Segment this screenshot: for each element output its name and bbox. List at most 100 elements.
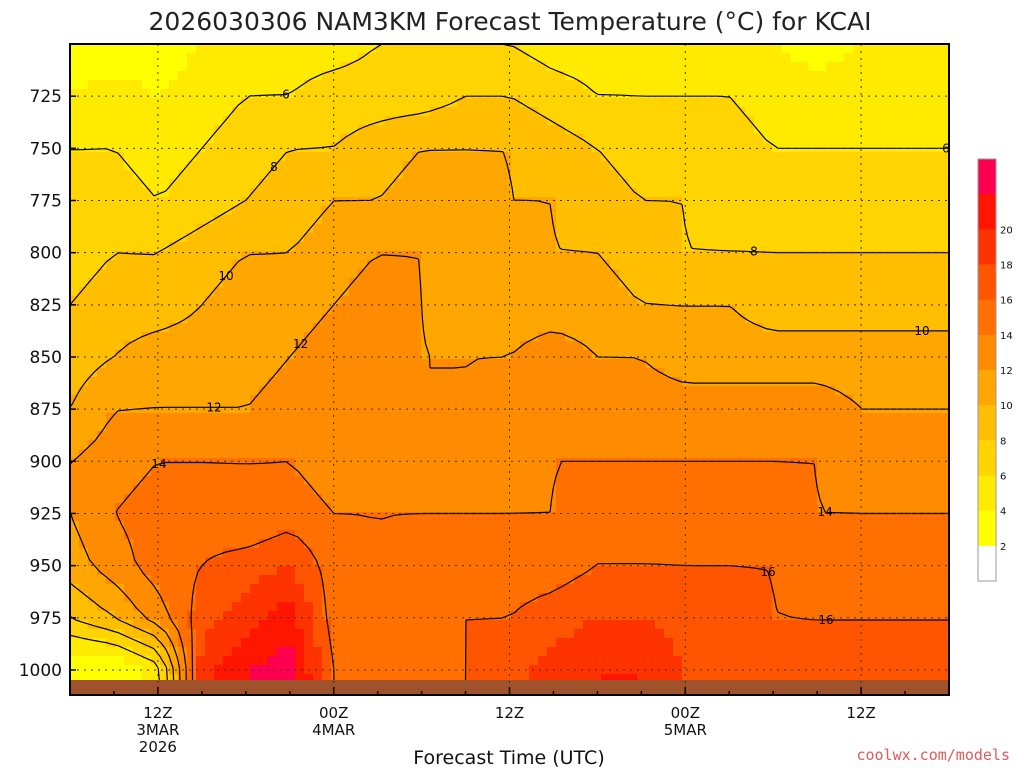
field-cell (385, 431, 395, 441)
field-cell (322, 170, 332, 180)
field-cell (232, 323, 242, 333)
field-cell (610, 449, 620, 459)
field-cell (169, 296, 179, 306)
field-cell (169, 440, 179, 450)
field-cell (547, 233, 557, 243)
field-cell (457, 395, 467, 405)
field-cell (286, 323, 296, 333)
field-cell (844, 494, 854, 504)
field-cell (277, 269, 287, 279)
field-cell (637, 431, 647, 441)
field-cell (169, 188, 179, 198)
field-cell (898, 314, 908, 324)
field-cell (511, 215, 521, 225)
field-cell (736, 440, 746, 450)
field-cell (214, 251, 224, 261)
field-cell (385, 89, 395, 99)
field-cell (412, 467, 422, 477)
field-cell (313, 197, 323, 207)
field-cell (808, 170, 818, 180)
field-cell (700, 197, 710, 207)
field-cell (439, 494, 449, 504)
field-cell (376, 269, 386, 279)
field-cell (637, 278, 647, 288)
field-cell (646, 98, 656, 108)
field-cell (106, 413, 116, 423)
field-cell (862, 233, 872, 243)
field-cell (556, 197, 566, 207)
field-cell (583, 413, 593, 423)
field-cell (160, 224, 170, 234)
field-cell (367, 53, 377, 63)
field-cell (475, 476, 485, 486)
field-cell (205, 350, 215, 360)
field-cell (700, 170, 710, 180)
field-cell (763, 494, 773, 504)
field-cell (934, 395, 944, 405)
field-cell (142, 53, 152, 63)
field-cell (106, 89, 116, 99)
field-cell (187, 44, 197, 54)
field-cell (943, 278, 949, 288)
field-cell (277, 323, 287, 333)
field-cell (880, 467, 890, 477)
field-cell (304, 233, 314, 243)
field-cell (808, 89, 818, 99)
field-cell (349, 206, 359, 216)
field-cell (745, 98, 755, 108)
field-cell (907, 386, 917, 396)
field-cell (889, 188, 899, 198)
field-cell (835, 494, 845, 504)
field-cell (421, 44, 431, 54)
field-cell (547, 368, 557, 378)
field-cell (331, 143, 341, 153)
field-cell (664, 467, 674, 477)
field-cell (79, 233, 89, 243)
field-cell (511, 485, 521, 495)
field-cell (799, 269, 809, 279)
field-cell (556, 278, 566, 288)
field-cell (583, 341, 593, 351)
field-cell (313, 89, 323, 99)
field-cell (934, 341, 944, 351)
field-cell (790, 449, 800, 459)
field-cell (547, 125, 557, 135)
field-cell (142, 44, 152, 54)
field-cell (610, 134, 620, 144)
field-cell (664, 107, 674, 117)
field-cell (196, 71, 206, 81)
field-cell (349, 449, 359, 459)
field-cell (853, 71, 863, 81)
field-cell (367, 323, 377, 333)
field-cell (466, 179, 476, 189)
field-cell (619, 71, 629, 81)
field-cell (457, 215, 467, 225)
field-cell (637, 368, 647, 378)
field-cell (673, 224, 683, 234)
field-cell (349, 485, 359, 495)
field-cell (286, 116, 296, 126)
field-cell (844, 278, 854, 288)
field-cell (313, 179, 323, 189)
field-cell (565, 206, 575, 216)
field-cell (637, 251, 647, 261)
field-cell (313, 98, 323, 108)
field-cell (745, 53, 755, 63)
field-cell (196, 125, 206, 135)
field-cell (673, 143, 683, 153)
field-cell (556, 368, 566, 378)
field-cell (403, 233, 413, 243)
field-cell (439, 170, 449, 180)
field-cell (556, 449, 566, 459)
field-cell (709, 269, 719, 279)
field-cell (259, 341, 269, 351)
field-cell (511, 449, 521, 459)
field-cell (637, 206, 647, 216)
field-cell (160, 143, 170, 153)
field-cell (718, 251, 728, 261)
field-cell (214, 305, 224, 315)
field-cell (268, 242, 278, 252)
field-cell (502, 296, 512, 306)
field-cell (358, 395, 368, 405)
field-cell (349, 377, 359, 387)
